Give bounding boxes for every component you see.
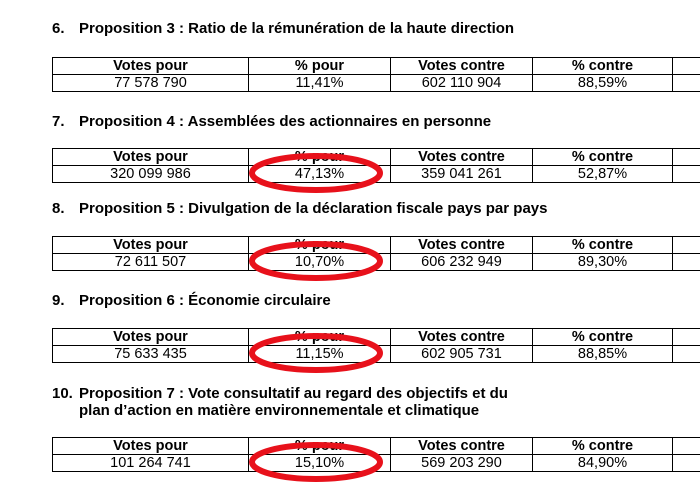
highlight-circle <box>249 153 383 193</box>
section-number: 9. <box>52 292 65 309</box>
section-number: 8. <box>52 200 65 217</box>
table-cell <box>672 454 700 472</box>
highlight-circle <box>249 241 383 281</box>
table-cell <box>672 165 700 183</box>
section-number: 7. <box>52 113 65 130</box>
table-cell <box>672 74 700 92</box>
section-title: Proposition 4 : Assemblées des actionnai… <box>79 113 492 130</box>
section-title: Proposition 3 : Ratio de la rémunération… <box>79 20 515 37</box>
table-cell <box>672 253 700 271</box>
section-title: Proposition 7 : Vote consultatif au rega… <box>79 385 508 419</box>
section-title: Proposition 5 : Divulgation de la déclar… <box>79 200 548 217</box>
table-cell <box>672 345 700 363</box>
section-number: 10. <box>52 385 73 402</box>
highlight-circle <box>249 333 383 373</box>
section-title: Proposition 6 : Économie circulaire <box>79 292 331 309</box>
section-number: 6. <box>52 20 65 37</box>
highlight-circle <box>249 442 383 482</box>
